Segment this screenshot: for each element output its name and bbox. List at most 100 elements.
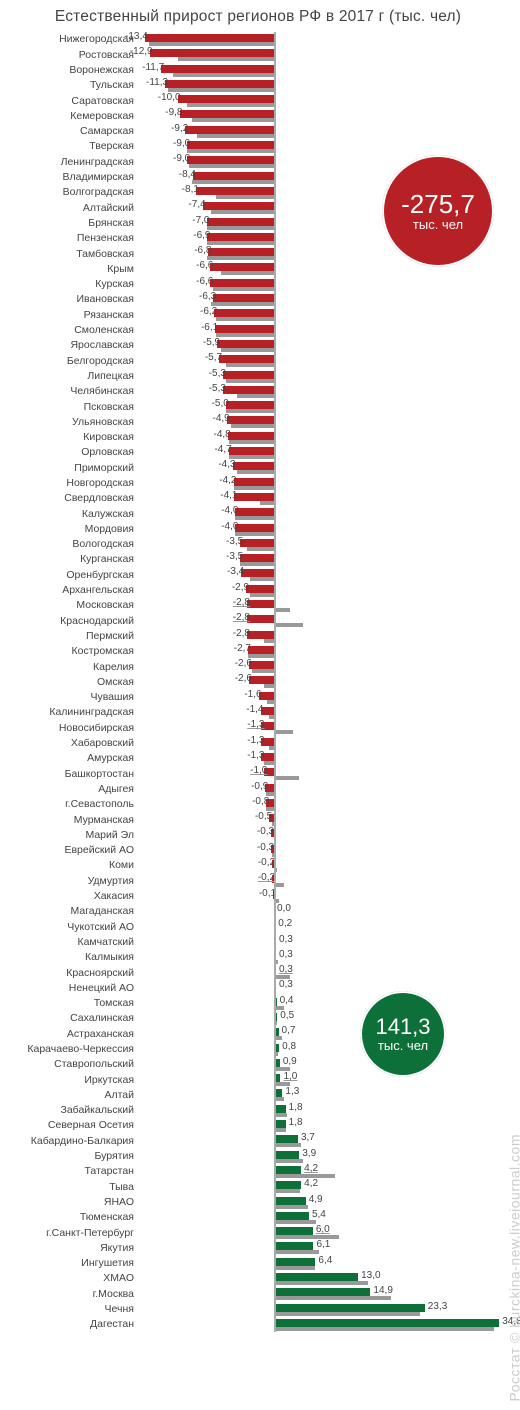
bar-secondary [213, 287, 274, 291]
region-label: Челябинская [4, 386, 139, 397]
chart-row: Рязанская-6,2 [4, 307, 512, 322]
bar-secondary [274, 730, 293, 734]
region-label: Новгородская [4, 478, 139, 489]
plot-area: -4,7 [139, 445, 512, 460]
summary-bubble: -275,7тыс. чел [382, 155, 494, 267]
bar-secondary [274, 1220, 316, 1224]
bar-secondary [168, 88, 274, 92]
region-label: Ярославская [4, 340, 139, 351]
region-label: Нижегородская [4, 34, 139, 45]
bar-secondary [264, 684, 274, 688]
bar-value: -2,8 [233, 613, 250, 623]
zero-axis [274, 231, 276, 246]
zero-axis [274, 1271, 276, 1286]
chart-row: Хакасия-0,1 [4, 889, 512, 904]
bar-primary [180, 110, 275, 118]
plot-area: 34,8 [139, 1317, 512, 1332]
region-label: Ростовская [4, 50, 139, 61]
bar-secondary [240, 562, 274, 566]
chart-row: Кировская-4,8 [4, 430, 512, 445]
bar-value: -6,8 [194, 246, 211, 256]
bar-value: -2,8 [233, 598, 250, 608]
plot-area: -11,7 [139, 63, 512, 78]
bar-secondary [178, 57, 274, 61]
region-label: Костромская [4, 646, 139, 657]
region-label: Липецкая [4, 371, 139, 382]
chart-row: Алтай1,3 [4, 1087, 512, 1102]
bar-value: 0,3 [279, 950, 293, 960]
plot-area: -5,3 [139, 369, 512, 384]
region-label: Хабаровский [4, 738, 139, 749]
plot-area: 0,8 [139, 1042, 512, 1057]
zero-axis [274, 965, 276, 980]
chart-row: Курганская-3,5 [4, 552, 512, 567]
bar-value: -5,3 [209, 384, 226, 394]
bubble-value: 141,3 [375, 1015, 430, 1039]
chart-row: Чувашия-1,6 [4, 690, 512, 705]
plot-area: 0,9 [139, 1057, 512, 1072]
bar-secondary [197, 134, 274, 138]
zero-axis [274, 261, 276, 276]
bar-secondary [207, 226, 275, 230]
bar-secondary [235, 532, 274, 536]
bar-secondary [274, 1143, 301, 1147]
region-label: Кировская [4, 432, 139, 443]
chart-row: Новосибирская-1,3 [4, 720, 512, 735]
plot-area: 5,4 [139, 1210, 512, 1225]
zero-axis [274, 812, 276, 827]
region-label: Московская [4, 600, 139, 611]
chart-row: Тюменская5,4 [4, 1210, 512, 1225]
bar-primary [248, 646, 274, 654]
plot-area: 23,3 [139, 1302, 512, 1317]
region-label: Оренбургская [4, 570, 139, 581]
bar-secondary [274, 1159, 303, 1163]
chart-row: Самарская-9,2 [4, 124, 512, 139]
zero-axis [274, 338, 276, 353]
bar-primary [274, 1304, 425, 1312]
bar-value: -11,7 [142, 63, 164, 73]
region-label: Волгоградская [4, 187, 139, 198]
plot-area: -2,8 [139, 598, 512, 613]
chart-row: г.Москва14,9 [4, 1286, 512, 1301]
chart-row: Карелия-2,6 [4, 659, 512, 674]
zero-axis [274, 1042, 276, 1057]
plot-area: 1,8 [139, 1103, 512, 1118]
bar-primary [234, 478, 275, 486]
plot-area: -0,3 [139, 843, 512, 858]
bar-primary [161, 65, 274, 73]
bar-value: 0,7 [282, 1026, 296, 1036]
bar-value: -0,3 [257, 843, 274, 853]
zero-axis [274, 200, 276, 215]
region-label: Иркутская [4, 1075, 139, 1086]
bar-value: 4,2 [304, 1164, 318, 1174]
bar-secondary [274, 623, 303, 627]
region-label: Белгородская [4, 356, 139, 367]
bar-value: -5,9 [203, 338, 220, 348]
region-label: Чукотский АО [4, 922, 139, 933]
bar-value: 0,4 [280, 996, 294, 1006]
bar-secondary [274, 776, 299, 780]
region-label: Хакасия [4, 891, 139, 902]
chart-row: Омская-2,6 [4, 674, 512, 689]
plot-area: -5,0 [139, 399, 512, 414]
region-label: Ненецкий АО [4, 983, 139, 994]
bar-value: -6,1 [201, 323, 218, 333]
region-label: г.Севастополь [4, 799, 139, 810]
zero-axis [274, 1026, 276, 1041]
bar-value: -10,0 [158, 93, 181, 103]
bar-value: -8,1 [182, 185, 199, 195]
chart-row: Ненецкий АО0,3 [4, 980, 512, 995]
bar-value: -1,4 [246, 705, 263, 715]
zero-axis [274, 353, 276, 368]
bar-value: -2,7 [234, 644, 251, 654]
region-label: Орловская [4, 447, 139, 458]
chart-row: Белгородская-5,7 [4, 353, 512, 368]
bar-primary [247, 615, 274, 623]
bar-value: 4,9 [309, 1195, 323, 1205]
bar-secondary [266, 792, 274, 796]
bar-secondary [221, 348, 274, 352]
chart-row: Мордовия-4,0 [4, 522, 512, 537]
chart-row: Марий Эл-0,3 [4, 827, 512, 842]
zero-axis [274, 445, 276, 460]
chart-row: Смоленская-6,1 [4, 323, 512, 338]
